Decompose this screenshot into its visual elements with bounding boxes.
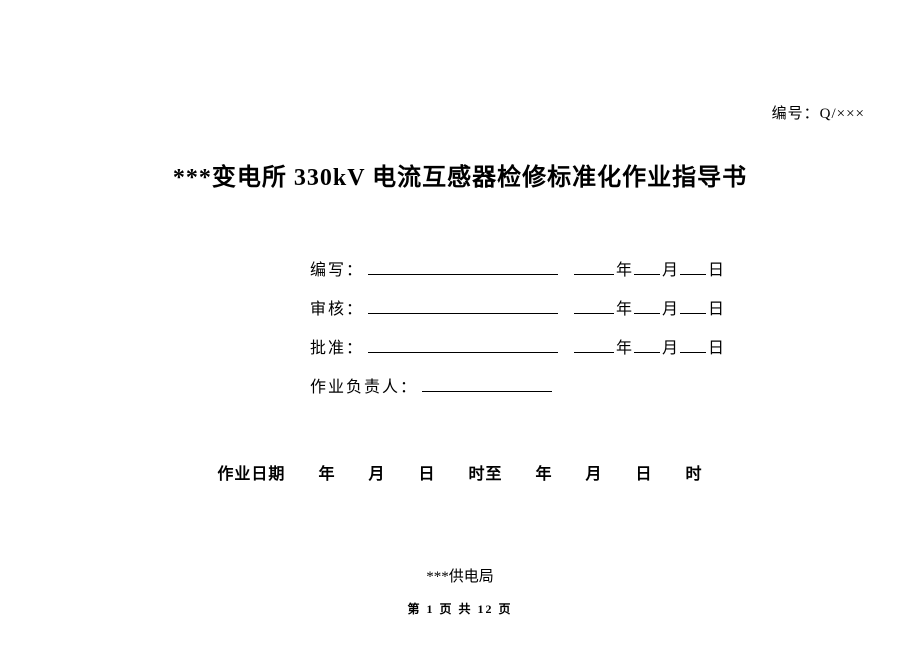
hour-label: 时 [686,460,703,484]
day-label: 日 [708,256,724,280]
responsible-field[interactable] [422,374,552,392]
day-label: 日 [708,334,724,358]
time-to-label: 时至 [468,460,502,484]
year-label: 年 [616,334,632,358]
write-month-field[interactable] [634,257,660,275]
approve-day-field[interactable] [680,335,706,353]
document-title: ***变电所 330kV 电流互感器检修标准化作业指导书 [0,157,920,192]
day-label: 日 [708,295,724,319]
page-mid: 页 共 [439,602,472,616]
page-total: 12 [478,602,494,616]
doc-number: 编号：Q/××× [772,102,865,123]
day-label: 日 [636,460,653,484]
page-suffix: 页 [499,602,513,616]
review-month-field[interactable] [634,296,660,314]
write-name-field[interactable] [368,257,558,275]
approve-year-field[interactable] [574,335,614,353]
doc-number-value: Q/××× [820,106,865,122]
responsible-row: 作业负责人： [310,373,724,397]
footer-organization: ***供电局 [0,565,920,586]
year-label: 年 [616,295,632,319]
approve-label: 批准： [310,334,364,358]
review-label: 审核： [310,295,364,319]
review-row: 审核： 年 月 日 [310,295,724,317]
review-name-field[interactable] [368,296,558,314]
approve-row: 批准： 年 月 日 [310,334,724,356]
year-label: 年 [536,460,553,484]
write-day-field[interactable] [680,257,706,275]
month-label: 月 [586,460,603,484]
approve-month-field[interactable] [634,335,660,353]
month-label: 月 [662,334,678,358]
signature-block: 编写： 年 月 日 审核： 年 月 日 批准： 年 月 日 作业负责人： [310,256,724,397]
write-label: 编写： [310,256,364,280]
month-label: 月 [662,256,678,280]
work-date-line: 作业日期 年 月 日 时至 年 月 日 时 [0,460,920,484]
year-label: 年 [616,256,632,280]
page-prefix: 第 [407,602,421,616]
month-label: 月 [368,460,385,484]
doc-number-label: 编号： [772,106,820,122]
year-label: 年 [318,460,335,484]
responsible-label: 作业负责人： [310,373,418,397]
write-row: 编写： 年 月 日 [310,256,724,278]
review-day-field[interactable] [680,296,706,314]
day-label: 日 [418,460,435,484]
month-label: 月 [662,295,678,319]
review-year-field[interactable] [574,296,614,314]
page-number: 第 1 页 共 12 页 [0,600,920,617]
write-year-field[interactable] [574,257,614,275]
page-current: 1 [426,602,434,616]
approve-name-field[interactable] [368,335,558,353]
work-date-label: 作业日期 [217,460,285,484]
